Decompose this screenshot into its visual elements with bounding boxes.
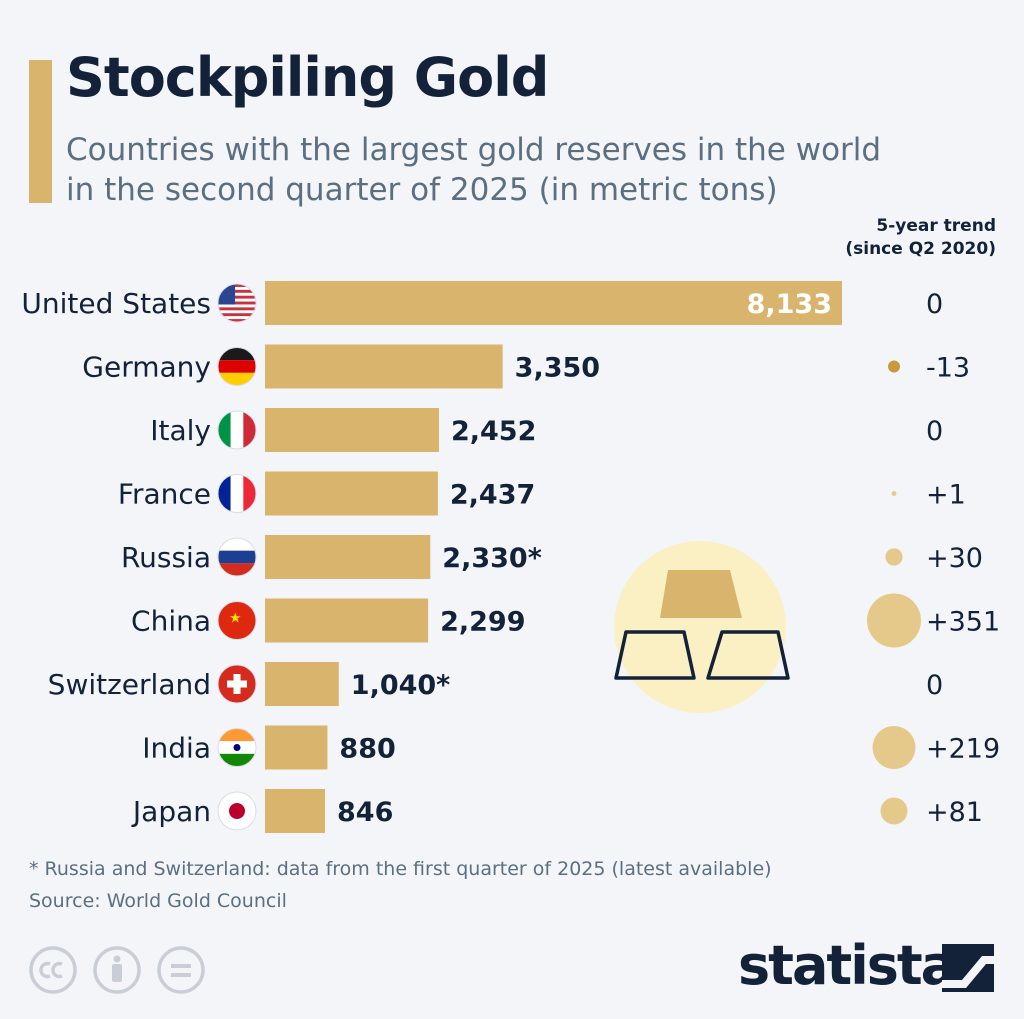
value-label: 2,330*	[442, 543, 542, 574]
brand-wordmark: statista	[738, 934, 957, 997]
value-label: 1,040*	[351, 670, 451, 701]
source-note: Source: World Gold Council	[29, 890, 287, 912]
bar	[265, 281, 842, 325]
bar-row: Italy 2,452 0	[150, 408, 943, 452]
us-flag-icon	[217, 283, 257, 323]
trend-label: -13	[926, 353, 970, 384]
bar-row: India 880 +219	[142, 725, 1000, 770]
bar-row: France 2,437 +1	[118, 471, 966, 516]
trend-header-line-2: (since Q2 2020)	[845, 239, 996, 259]
trend-bubble	[867, 593, 921, 648]
bar-row: Japan 846 +81	[131, 789, 983, 833]
switzerland-flag-icon	[217, 664, 257, 704]
attribution-icon	[93, 946, 141, 994]
bar	[265, 662, 339, 706]
chart-subtitle: Countries with the largest gold reserves…	[66, 132, 882, 208]
bar-row: Switzerland 1,040* 0	[48, 662, 943, 706]
trend-label: +30	[926, 543, 983, 574]
value-label: 2,437	[450, 480, 535, 511]
trend-bubble	[885, 548, 903, 566]
bar-row: United States 8,133 0	[21, 281, 943, 325]
statista-logo-icon	[942, 944, 994, 992]
bar-row: China ★ 2,299 +351	[131, 593, 1000, 648]
value-label: 3,350	[515, 353, 600, 384]
bar	[265, 471, 438, 516]
bar	[265, 725, 328, 770]
value-label: 8,133	[747, 289, 832, 320]
trend-label: +1	[926, 480, 966, 511]
value-label: 2,299	[440, 607, 525, 638]
france-flag-icon	[217, 474, 257, 513]
no-derivatives-icon	[157, 946, 205, 994]
trend-label: 0	[926, 416, 943, 447]
country-label: China	[131, 605, 211, 638]
bar	[265, 789, 326, 833]
trend-label: 0	[926, 289, 943, 320]
country-label: Russia	[121, 541, 211, 574]
gold-bars-illustration	[614, 541, 790, 713]
trend-bubble	[880, 797, 908, 825]
trend-label: +219	[926, 734, 1000, 765]
japan-flag-icon	[217, 791, 257, 831]
trend-column-header: 5-year trend (since Q2 2020)	[830, 215, 996, 261]
bar-rows: United States 8,133 0 Germany 3,350 -13 Italy 2…	[21, 281, 1000, 833]
trend-bubble	[891, 491, 897, 496]
country-label: Italy	[150, 414, 211, 447]
value-label: 880	[339, 734, 395, 765]
india-flag-icon	[217, 728, 257, 767]
trend-label: 0	[926, 670, 943, 701]
footnote: * Russia and Switzerland: data from the …	[29, 858, 772, 880]
creative-commons-icon	[29, 946, 77, 994]
country-label: United States	[21, 287, 211, 320]
chart-title: Stockpiling Gold	[66, 46, 549, 109]
trend-header-line-1: 5-year trend	[876, 216, 996, 236]
trend-bubble	[888, 360, 900, 373]
italy-flag-icon	[217, 410, 257, 450]
country-label: India	[142, 732, 211, 765]
license-icons[interactable]	[27, 944, 207, 996]
china-flag-icon: ★	[217, 601, 257, 640]
bar	[265, 598, 429, 643]
svg-text:★: ★	[229, 611, 242, 627]
germany-flag-icon	[217, 347, 257, 386]
trend-label: +81	[926, 797, 983, 828]
bar-row: Germany 3,350 -13	[82, 344, 970, 389]
trend-bubble	[872, 726, 916, 769]
bar-chart: United States 8,133 0 Germany 3,350 -13 Italy 2…	[21, 281, 1000, 833]
country-label: Japan	[131, 795, 211, 828]
title-accent-bar	[29, 60, 52, 203]
country-label: France	[118, 478, 211, 511]
russia-flag-icon	[217, 537, 257, 577]
value-label: 2,452	[451, 416, 536, 447]
bar	[265, 535, 431, 579]
trend-label: +351	[926, 607, 1000, 638]
bar-row: Russia 2,330* +30	[121, 535, 983, 579]
value-label: 846	[337, 797, 393, 828]
bar	[265, 408, 439, 452]
statista-brand[interactable]: statista	[738, 936, 1008, 996]
country-label: Germany	[82, 351, 211, 384]
bar	[265, 344, 503, 389]
country-label: Switzerland	[48, 668, 211, 701]
